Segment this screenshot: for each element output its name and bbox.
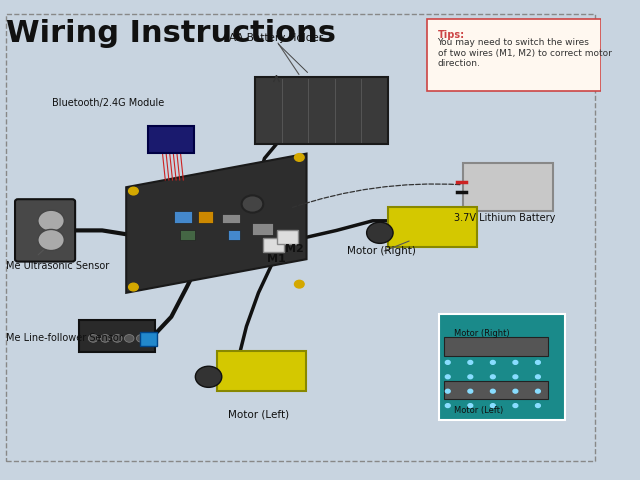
Text: Me Ultrasonic Sensor: Me Ultrasonic Sensor: [6, 261, 109, 271]
FancyBboxPatch shape: [444, 381, 548, 399]
Text: Bluetooth/2.4G Module: Bluetooth/2.4G Module: [52, 97, 164, 108]
FancyBboxPatch shape: [228, 230, 241, 240]
Circle shape: [294, 154, 304, 161]
Text: Motor (Right): Motor (Right): [348, 246, 416, 256]
Circle shape: [468, 375, 473, 379]
Text: Me Line-follower Sensor: Me Line-follower Sensor: [6, 333, 123, 343]
Circle shape: [490, 360, 495, 364]
Circle shape: [195, 366, 222, 387]
Circle shape: [129, 187, 138, 195]
FancyBboxPatch shape: [222, 214, 241, 223]
FancyBboxPatch shape: [427, 19, 601, 91]
FancyBboxPatch shape: [174, 211, 193, 223]
Circle shape: [113, 335, 122, 342]
FancyBboxPatch shape: [15, 199, 75, 262]
Polygon shape: [126, 154, 307, 293]
Circle shape: [129, 283, 138, 291]
FancyBboxPatch shape: [217, 351, 306, 391]
Circle shape: [468, 404, 473, 408]
Circle shape: [367, 222, 393, 243]
Circle shape: [242, 195, 263, 213]
Circle shape: [490, 389, 495, 393]
Text: Motor (Left): Motor (Left): [454, 406, 503, 415]
Text: AA Battery Holder: AA Battery Holder: [229, 33, 324, 43]
Circle shape: [445, 375, 450, 379]
Text: Tips:: Tips:: [438, 30, 465, 40]
FancyBboxPatch shape: [277, 230, 298, 244]
Circle shape: [100, 335, 110, 342]
Circle shape: [38, 229, 64, 251]
FancyBboxPatch shape: [388, 207, 477, 247]
FancyBboxPatch shape: [180, 230, 195, 240]
Circle shape: [513, 375, 518, 379]
Circle shape: [294, 280, 304, 288]
Text: Motor (Left): Motor (Left): [228, 409, 289, 420]
Circle shape: [536, 360, 540, 364]
Text: Wiring Instructions: Wiring Instructions: [6, 19, 336, 48]
Circle shape: [38, 210, 64, 231]
Circle shape: [536, 404, 540, 408]
Text: You may need to switch the wires
of two wires (M1, M2) to correct motor
directio: You may need to switch the wires of two …: [438, 38, 611, 68]
Circle shape: [124, 335, 134, 342]
Circle shape: [445, 389, 450, 393]
Circle shape: [445, 404, 450, 408]
Text: M2: M2: [285, 244, 304, 254]
FancyBboxPatch shape: [198, 211, 213, 223]
Circle shape: [536, 389, 540, 393]
FancyBboxPatch shape: [252, 223, 273, 235]
Circle shape: [513, 404, 518, 408]
Text: M1: M1: [268, 253, 286, 264]
Circle shape: [468, 389, 473, 393]
Circle shape: [513, 389, 518, 393]
Circle shape: [490, 404, 495, 408]
FancyBboxPatch shape: [140, 332, 157, 346]
FancyBboxPatch shape: [444, 337, 548, 356]
Circle shape: [513, 360, 518, 364]
Circle shape: [88, 335, 98, 342]
Circle shape: [468, 360, 473, 364]
Circle shape: [136, 335, 146, 342]
FancyBboxPatch shape: [148, 126, 194, 153]
Circle shape: [490, 375, 495, 379]
Text: 3.7V Lithium Battery: 3.7V Lithium Battery: [454, 213, 556, 223]
Circle shape: [445, 360, 450, 364]
FancyBboxPatch shape: [463, 163, 553, 211]
FancyBboxPatch shape: [439, 314, 565, 420]
FancyBboxPatch shape: [79, 320, 155, 352]
Text: Motor (Right): Motor (Right): [454, 329, 509, 338]
Polygon shape: [255, 77, 388, 144]
FancyBboxPatch shape: [263, 238, 284, 252]
Circle shape: [536, 375, 540, 379]
